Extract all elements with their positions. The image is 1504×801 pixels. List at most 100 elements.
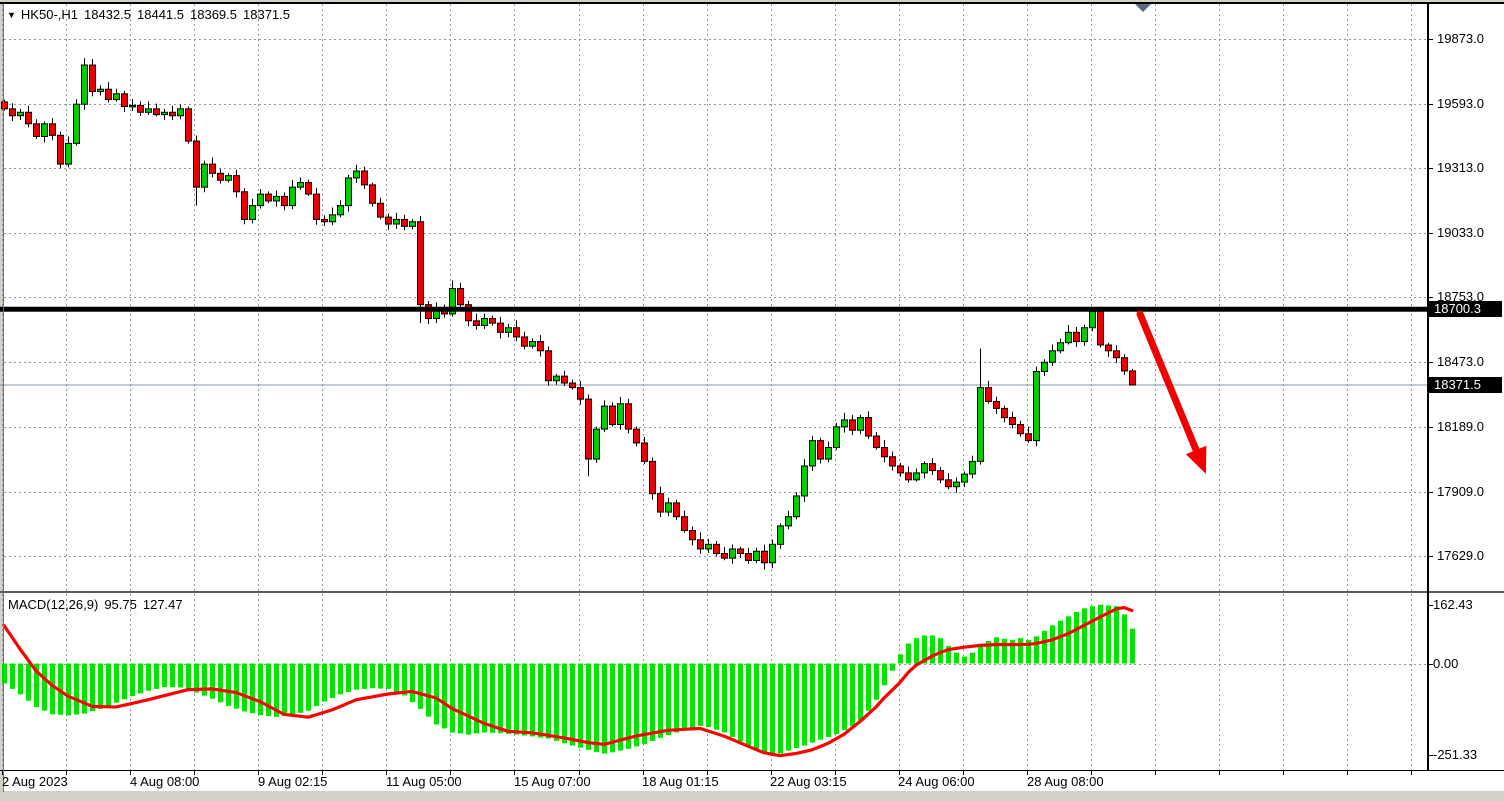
candle[interactable] (1105, 344, 1112, 352)
candle[interactable] (177, 108, 184, 117)
candle[interactable] (929, 463, 936, 472)
candle[interactable] (705, 543, 712, 550)
candle[interactable] (1001, 407, 1008, 419)
candle[interactable] (457, 288, 464, 306)
candle[interactable] (729, 548, 736, 559)
candle[interactable] (665, 502, 672, 513)
candle[interactable] (209, 163, 216, 174)
candle[interactable] (185, 108, 192, 142)
candle[interactable] (217, 172, 224, 181)
candle[interactable] (945, 479, 952, 488)
candle[interactable] (977, 387, 984, 462)
candle[interactable] (617, 403, 624, 426)
candle[interactable] (777, 525, 784, 545)
candle[interactable] (953, 481, 960, 488)
candle[interactable] (1065, 331, 1072, 344)
candle[interactable] (417, 221, 424, 306)
candle[interactable] (241, 191, 248, 220)
candle[interactable] (761, 550, 768, 564)
candle[interactable] (921, 463, 928, 474)
candle[interactable] (1089, 311, 1096, 329)
candle[interactable] (585, 398, 592, 460)
candle[interactable] (529, 341, 536, 347)
candle[interactable] (201, 163, 208, 188)
candle[interactable] (1041, 361, 1048, 373)
candle[interactable] (785, 516, 792, 527)
candle[interactable] (1097, 311, 1104, 346)
candle[interactable] (641, 442, 648, 462)
candle[interactable] (801, 465, 808, 497)
candle[interactable] (673, 502, 680, 518)
candle[interactable] (481, 318, 488, 326)
candle[interactable] (161, 111, 168, 116)
candle[interactable] (745, 553, 752, 561)
candle[interactable] (25, 111, 32, 125)
pane-separator[interactable] (0, 591, 1504, 593)
candle[interactable] (1113, 350, 1120, 359)
candle[interactable] (969, 460, 976, 475)
candle[interactable] (9, 108, 16, 117)
trend-arrow-head[interactable] (1185, 445, 1207, 474)
candle[interactable] (41, 123, 48, 137)
candle[interactable] (153, 108, 160, 116)
candle[interactable] (1009, 417, 1016, 426)
candle[interactable] (401, 218, 408, 227)
candle[interactable] (33, 123, 40, 137)
candle[interactable] (873, 435, 880, 449)
candle[interactable] (521, 336, 528, 347)
candle[interactable] (817, 440, 824, 460)
candle[interactable] (1049, 350, 1056, 363)
candle[interactable] (353, 170, 360, 179)
candle[interactable] (257, 193, 264, 207)
candle[interactable] (97, 88, 104, 93)
candle[interactable] (409, 221, 416, 227)
candle[interactable] (609, 405, 616, 426)
candle[interactable] (313, 193, 320, 220)
candle[interactable] (73, 103, 80, 144)
candle[interactable] (545, 350, 552, 382)
candle[interactable] (1, 101, 8, 110)
candle[interactable] (289, 186, 296, 207)
trend-arrow-shaft[interactable] (1136, 310, 1202, 460)
candle[interactable] (577, 387, 584, 400)
horizontal-line-object[interactable] (0, 306, 1427, 312)
candle[interactable] (145, 108, 152, 113)
candle[interactable] (249, 205, 256, 220)
candle[interactable] (449, 288, 456, 315)
candle[interactable] (1121, 357, 1128, 372)
candle[interactable] (841, 419, 848, 428)
candle[interactable] (265, 193, 272, 202)
candle[interactable] (233, 175, 240, 193)
candle[interactable] (305, 182, 312, 195)
candle[interactable] (57, 134, 64, 165)
candle[interactable] (169, 111, 176, 117)
candle[interactable] (825, 447, 832, 460)
candle[interactable] (889, 456, 896, 467)
candle[interactable] (881, 447, 888, 458)
candle[interactable] (105, 88, 112, 101)
candle[interactable] (1025, 433, 1032, 442)
candle[interactable] (593, 428, 600, 460)
candle[interactable] (513, 327, 520, 338)
candle[interactable] (137, 104, 144, 113)
candle[interactable] (1073, 331, 1080, 343)
candle[interactable] (81, 64, 88, 105)
candle[interactable] (113, 93, 120, 101)
candle[interactable] (905, 472, 912, 481)
candle[interactable] (553, 375, 560, 382)
candle[interactable] (473, 320, 480, 326)
candle[interactable] (497, 322, 504, 333)
chart-shift-marker-icon[interactable] (1135, 4, 1151, 12)
candle[interactable] (1017, 424, 1024, 435)
candle[interactable] (321, 218, 328, 223)
symbol-dropdown-icon[interactable]: ▼ (7, 10, 16, 20)
candle[interactable] (225, 175, 232, 181)
candle[interactable] (345, 177, 352, 207)
candle[interactable] (769, 543, 776, 564)
candle[interactable] (897, 465, 904, 474)
candle[interactable] (569, 382, 576, 389)
candle[interactable] (393, 218, 400, 225)
candle[interactable] (1033, 371, 1040, 442)
candle[interactable] (833, 426, 840, 449)
